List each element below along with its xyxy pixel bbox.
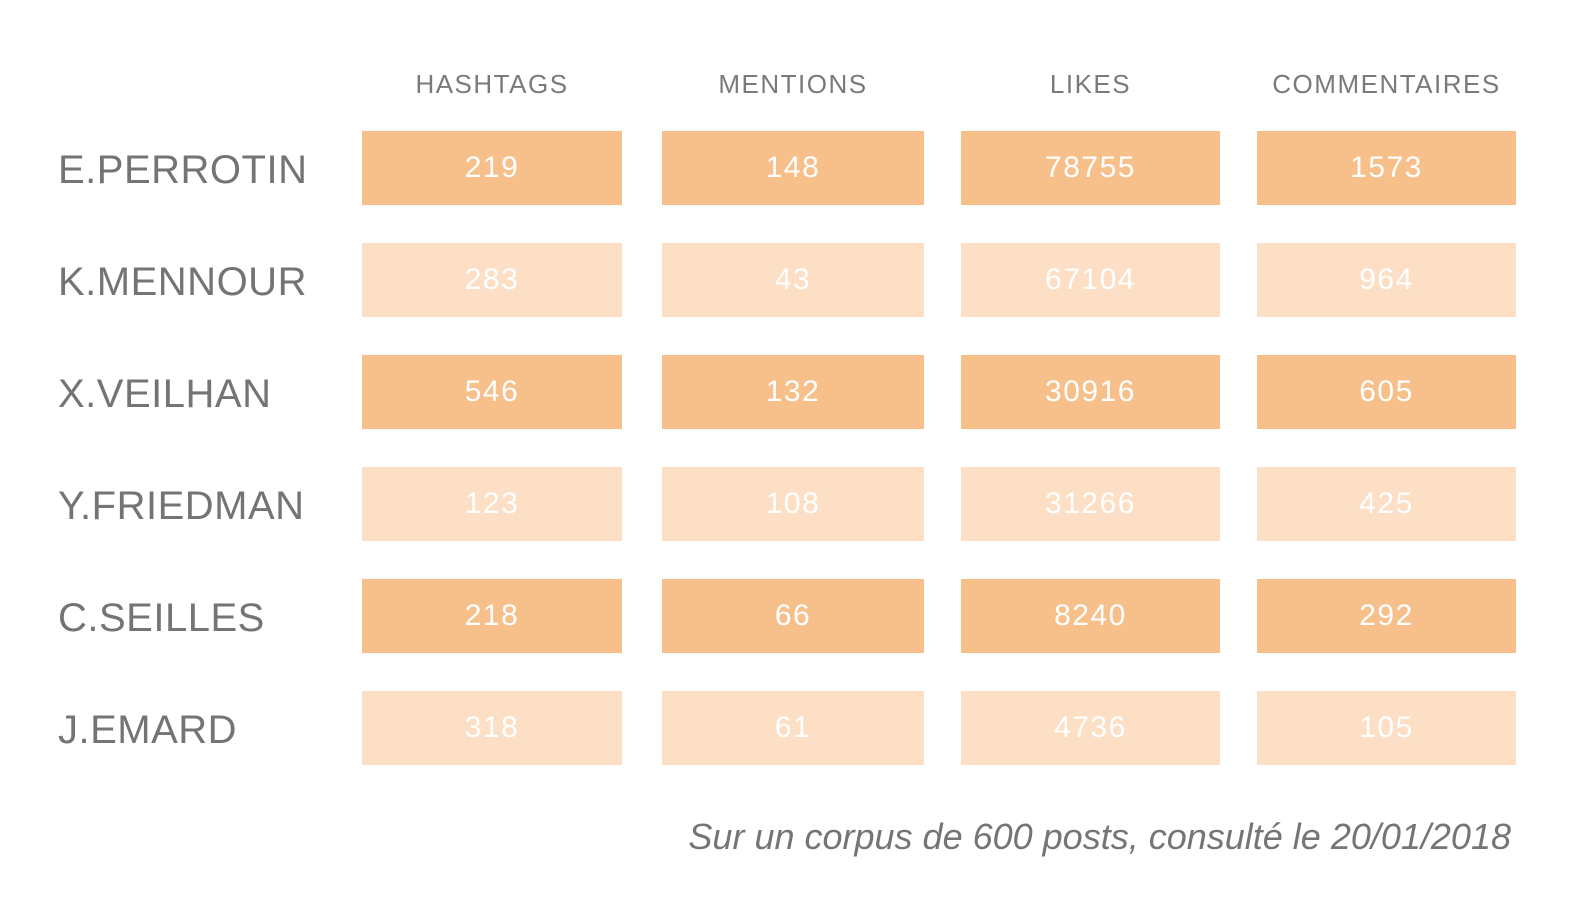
table-cell-commentaires: 964 xyxy=(1257,243,1516,317)
table-cell-mentions: 132 xyxy=(662,355,924,429)
table-cell-mentions: 43 xyxy=(662,243,924,317)
column-header-mentions: MENTIONS xyxy=(718,69,868,99)
table-cell-likes: 78755 xyxy=(961,131,1220,205)
table-cell-likes: 67104 xyxy=(961,243,1220,317)
table-cell-commentaires: 1573 xyxy=(1257,131,1516,205)
row-label: X.VEILHAN xyxy=(58,372,272,416)
table-cell-likes: 30916 xyxy=(961,355,1220,429)
table-cell-commentaires: 605 xyxy=(1257,355,1516,429)
table-cell-hashtags: 219 xyxy=(362,131,622,205)
table-cell-likes: 4736 xyxy=(961,691,1220,765)
table-cell-commentaires: 292 xyxy=(1257,579,1516,653)
table-cell-hashtags: 318 xyxy=(362,691,622,765)
row-label: C.SEILLES xyxy=(58,596,265,640)
row-label: K.MENNOUR xyxy=(58,260,307,304)
row-label: E.PERROTIN xyxy=(58,148,308,192)
table-cell-commentaires: 105 xyxy=(1257,691,1516,765)
column-header-commentaires: COMMENTAIRES xyxy=(1272,69,1501,99)
table-cell-commentaires: 425 xyxy=(1257,467,1516,541)
column-header-likes: LIKES xyxy=(1049,69,1132,99)
table-cell-hashtags: 546 xyxy=(362,355,622,429)
footnote: Sur un corpus de 600 posts, consulté le … xyxy=(688,816,1511,857)
table-cell-hashtags: 123 xyxy=(362,467,622,541)
table-cell-hashtags: 283 xyxy=(362,243,622,317)
table-cell-mentions: 66 xyxy=(662,579,924,653)
row-label: Y.FRIEDMAN xyxy=(58,484,305,528)
table-cell-likes: 8240 xyxy=(961,579,1220,653)
column-header-hashtags: HASHTAGS xyxy=(415,69,569,99)
row-label: J.EMARD xyxy=(58,708,238,752)
table-cell-mentions: 61 xyxy=(662,691,924,765)
table-cell-hashtags: 218 xyxy=(362,579,622,653)
table-cell-mentions: 108 xyxy=(662,467,924,541)
table-cell-likes: 31266 xyxy=(961,467,1220,541)
table-cell-mentions: 148 xyxy=(662,131,924,205)
